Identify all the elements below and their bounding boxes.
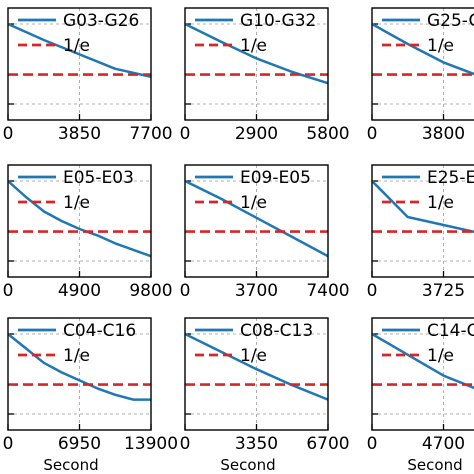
legend-label: 1/e <box>240 193 267 213</box>
x-tick-label: 3850 <box>58 124 101 144</box>
series-line <box>184 22 329 85</box>
legend: E25-E 1/e <box>382 168 474 213</box>
legend: C08-C13 1/e <box>195 321 313 366</box>
x-tick-label: 3725 <box>422 281 465 301</box>
legend-label: 1/e <box>63 193 90 213</box>
legend: G10-G32 1/e <box>195 11 316 56</box>
x-tick-label: 2900 <box>235 124 278 144</box>
x-tick-label: 3700 <box>235 281 278 301</box>
x-tick-label: 0 <box>3 281 14 301</box>
series-line <box>184 332 329 401</box>
legend-label: 1/e <box>427 36 454 56</box>
subplot-4: E05-E03 1/e 0 4900 9800 <box>3 164 173 301</box>
subplot-3: G25-G 1/e 0 3800 <box>367 7 474 144</box>
legend-label: 1/e <box>63 346 90 366</box>
x-tick-label: 0 <box>180 281 191 301</box>
x-tick-label: 7400 <box>306 281 349 301</box>
x-tick-label: 6700 <box>306 434 349 454</box>
x-tick-label: 3350 <box>235 434 278 454</box>
x-tick-label: 0 <box>180 434 191 454</box>
series-line <box>371 180 474 234</box>
x-tick-label: 0 <box>3 124 14 144</box>
x-tick-label: 6950 <box>58 434 101 454</box>
x-tick-label: 9800 <box>129 281 172 301</box>
subplot-9: C14-C 1/e 0 4700 Second <box>367 317 474 474</box>
legend: C04-C16 1/e <box>18 321 136 366</box>
legend-label: G03-G26 <box>63 11 139 31</box>
legend: G25-G 1/e <box>382 11 474 56</box>
x-tick-label: 4900 <box>58 281 101 301</box>
legend-label: C04-C16 <box>63 321 136 341</box>
x-tick-label: 0 <box>180 124 191 144</box>
legend-label: 1/e <box>63 36 90 56</box>
legend-label: C14-C <box>427 321 474 341</box>
x-tick-label: 0 <box>367 434 378 454</box>
subplot-2: G10-G32 1/e 0 2900 5800 <box>180 7 350 144</box>
series-line <box>184 179 329 258</box>
legend: G03-G26 1/e <box>18 11 139 56</box>
x-tick-label: 7700 <box>129 124 172 144</box>
x-tick-label: 0 <box>367 281 378 301</box>
x-axis-label: Second <box>43 456 98 474</box>
legend-label: E05-E03 <box>63 168 134 188</box>
x-tick-label: 13900 <box>124 434 178 454</box>
series-line <box>371 332 474 390</box>
legend-label: 1/e <box>240 36 267 56</box>
legend-label: 1/e <box>240 346 267 366</box>
legend: E09-E05 1/e <box>195 168 311 213</box>
series-line <box>371 22 474 76</box>
subplot-5: E09-E05 1/e 0 3700 7400 <box>180 164 350 301</box>
legend-label: 1/e <box>427 346 454 366</box>
legend-label: E25-E <box>427 168 474 188</box>
legend-label: G10-G32 <box>240 11 316 31</box>
legend-label: 1/e <box>427 193 454 213</box>
legend-label: C08-C13 <box>240 321 313 341</box>
x-tick-label: 4700 <box>422 434 465 454</box>
subplot-8: C08-C13 1/e 0 3350 6700 Second <box>180 317 350 474</box>
legend-label: E09-E05 <box>240 168 311 188</box>
subplot-1: G03-G26 1/e 0 3850 7700 <box>3 7 173 144</box>
x-tick-label: 0 <box>3 434 14 454</box>
legend-label: G25-G <box>427 11 474 31</box>
x-axis-label: Second <box>407 456 462 474</box>
x-tick-label: 0 <box>367 124 378 144</box>
subplot-6: E25-E 1/e 0 3725 <box>367 164 474 301</box>
subplot-7: C04-C16 1/e 0 6950 13900 Second <box>3 317 178 474</box>
series-line <box>7 333 151 401</box>
series-line <box>7 180 152 258</box>
x-tick-label: 5800 <box>306 124 349 144</box>
legend: E05-E03 1/e <box>18 168 134 213</box>
x-tick-label: 3800 <box>422 124 465 144</box>
legend: C14-C 1/e <box>382 321 474 366</box>
x-axis-label: Second <box>220 456 275 474</box>
series-line <box>7 22 152 79</box>
